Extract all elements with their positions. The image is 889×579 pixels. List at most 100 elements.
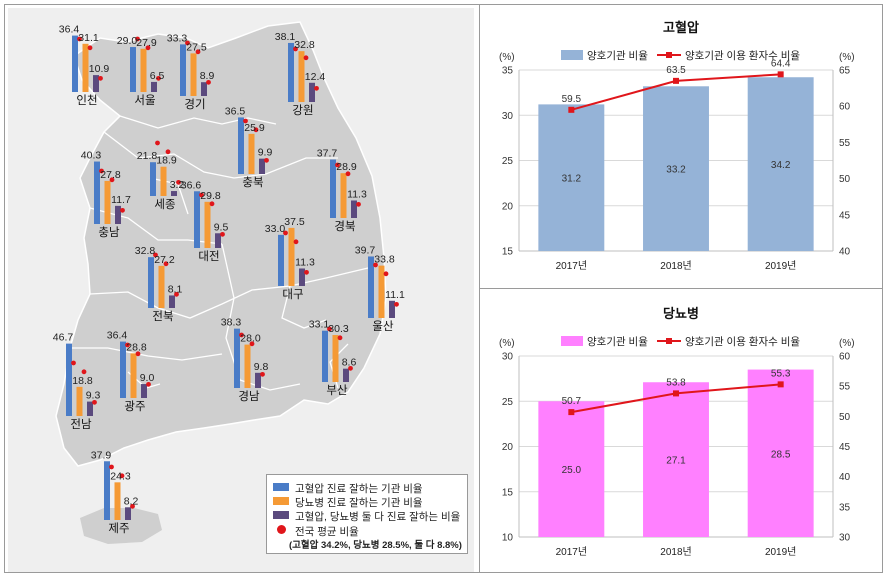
region-value-label: 18.8 <box>72 375 93 387</box>
legend-label-line: 양호기관 이용 환자수 비율 <box>685 50 800 62</box>
region-value-label: 33.1 <box>309 319 330 331</box>
national-average-dot <box>253 127 259 133</box>
y-tick-label-right: 45 <box>839 442 851 453</box>
region-value-label: 46.7 <box>53 332 74 344</box>
national-average-dot <box>135 36 140 42</box>
region-value-label: 32.8 <box>294 39 315 51</box>
region-bar <box>76 386 83 416</box>
region-bar <box>288 42 294 102</box>
region-bar <box>309 82 315 102</box>
region-group-부산: 33.1 30.3 8.6 부산 <box>309 319 357 397</box>
region-value-label: 8.9 <box>200 70 215 82</box>
y-tick-label-right: 40 <box>839 472 851 483</box>
region-bar <box>120 341 126 398</box>
bar <box>643 86 709 251</box>
legend-label-national-average: 전국 평균 비율 <box>295 526 359 538</box>
legend-national-average-values: (고혈압 34.2%, 당뇨병 28.5%, 둘 다 8.8%) <box>289 540 462 551</box>
region-value-label: 25.9 <box>244 122 265 134</box>
y-tick-label-right: 55 <box>839 382 851 393</box>
national-average-dot <box>243 118 248 124</box>
region-group-강원: 38.132.8 12.4 강원 <box>275 31 326 117</box>
national-average-dot <box>249 341 255 347</box>
y-axis-unit-right: (%) <box>839 338 855 349</box>
x-tick-label: 2018년 <box>660 260 691 272</box>
region-bar <box>125 507 131 520</box>
national-average-dot <box>195 49 201 55</box>
line-marker <box>673 77 679 84</box>
national-average-dot <box>356 201 361 207</box>
region-bar <box>150 162 156 196</box>
panel-divider-vertical <box>479 4 480 573</box>
region-value-label: 28.8 <box>126 341 147 353</box>
region-value-label: 11.7 <box>111 194 131 206</box>
region-name-label: 경기 <box>184 97 205 111</box>
region-value-label: 9.0 <box>140 372 155 384</box>
region-name-label: 울산 <box>372 320 394 333</box>
national-average-dot <box>345 171 351 177</box>
national-average-dot <box>146 381 151 387</box>
region-name-label: 충남 <box>98 226 120 239</box>
line-marker <box>777 381 784 388</box>
region-group-제주: 37.9 24.3 8.2 제주 <box>91 449 139 535</box>
region-value-label: 8.1 <box>168 283 183 295</box>
region-group-경남: 38.3 28.0 9.8 경남 <box>221 317 269 403</box>
national-average-dot <box>199 192 204 198</box>
region-group-경기: 33.327.5 8.9 경기 <box>167 32 215 111</box>
national-average-dot <box>87 45 93 51</box>
national-average-dot <box>394 301 399 307</box>
region-group-전남: 46.7 18.8 9.3 전남 <box>53 332 101 431</box>
region-name-label: 서울 <box>134 94 155 107</box>
region-bar <box>140 48 147 92</box>
region-value-label: 36.4 <box>59 24 80 36</box>
region-value-label: 38.1 <box>275 31 296 43</box>
region-name-label: 광주 <box>124 400 145 413</box>
bar-value-label: 28.5 <box>771 449 791 460</box>
region-name-label: 전남 <box>70 418 92 431</box>
region-group-인천: 36.431.1 10.9 인천 <box>59 24 110 107</box>
y-tick-label-left: 35 <box>502 66 514 77</box>
national-average-dot <box>71 360 76 366</box>
region-value-label: 28.0 <box>240 333 261 345</box>
bar-value-label: 31.2 <box>562 174 582 185</box>
x-tick-label: 2018년 <box>660 546 691 558</box>
national-average-dot <box>264 157 269 163</box>
region-value-label: 18.9 <box>156 155 177 167</box>
y-axis-unit-left: (%) <box>499 338 515 349</box>
region-bar <box>322 330 328 382</box>
region-group-충북: 36.5 25.9 9.9 충북 <box>225 105 273 189</box>
y-tick-label-right: 30 <box>839 533 851 544</box>
y-tick-label-left: 20 <box>502 442 514 453</box>
region-value-label: 33.0 <box>265 223 286 235</box>
region-value-label: 24.3 <box>110 470 131 482</box>
legend-swatch-bar <box>561 50 583 60</box>
national-average-dot <box>98 75 103 81</box>
bar-value-label: 34.2 <box>771 160 791 171</box>
region-bar <box>66 343 72 416</box>
national-average-dot <box>303 55 309 61</box>
national-average-dot <box>185 40 190 46</box>
region-bar <box>82 43 89 92</box>
region-bar <box>115 205 121 224</box>
region-value-label: 37.9 <box>91 449 112 461</box>
national-average-dot <box>120 207 125 213</box>
national-average-dot <box>383 271 389 277</box>
legend-label-diabetes: 당뇨병 진료 잘하는 기관 비율 <box>295 497 423 509</box>
region-bar <box>94 161 100 224</box>
region-bar <box>259 158 265 174</box>
region-bar <box>378 265 385 318</box>
national-average-dot <box>135 351 141 357</box>
region-value-label: 9.9 <box>258 147 273 159</box>
national-average-dot <box>337 335 343 341</box>
national-average-dot <box>99 168 104 174</box>
region-group-서울: 29.0 27.9 6.5 서울 <box>117 35 165 107</box>
line-value-label: 59.5 <box>562 94 582 105</box>
region-bar <box>72 35 78 92</box>
y-tick-label-right: 65 <box>839 66 851 77</box>
region-group-대구: 33.037.5 11.3 대구 <box>265 216 315 301</box>
region-bar <box>158 265 165 308</box>
region-value-label: 27.5 <box>186 41 207 53</box>
legend-label-bar: 양호기관 비율 <box>587 50 648 62</box>
region-bar <box>340 173 347 218</box>
national-average-dot <box>176 179 181 185</box>
